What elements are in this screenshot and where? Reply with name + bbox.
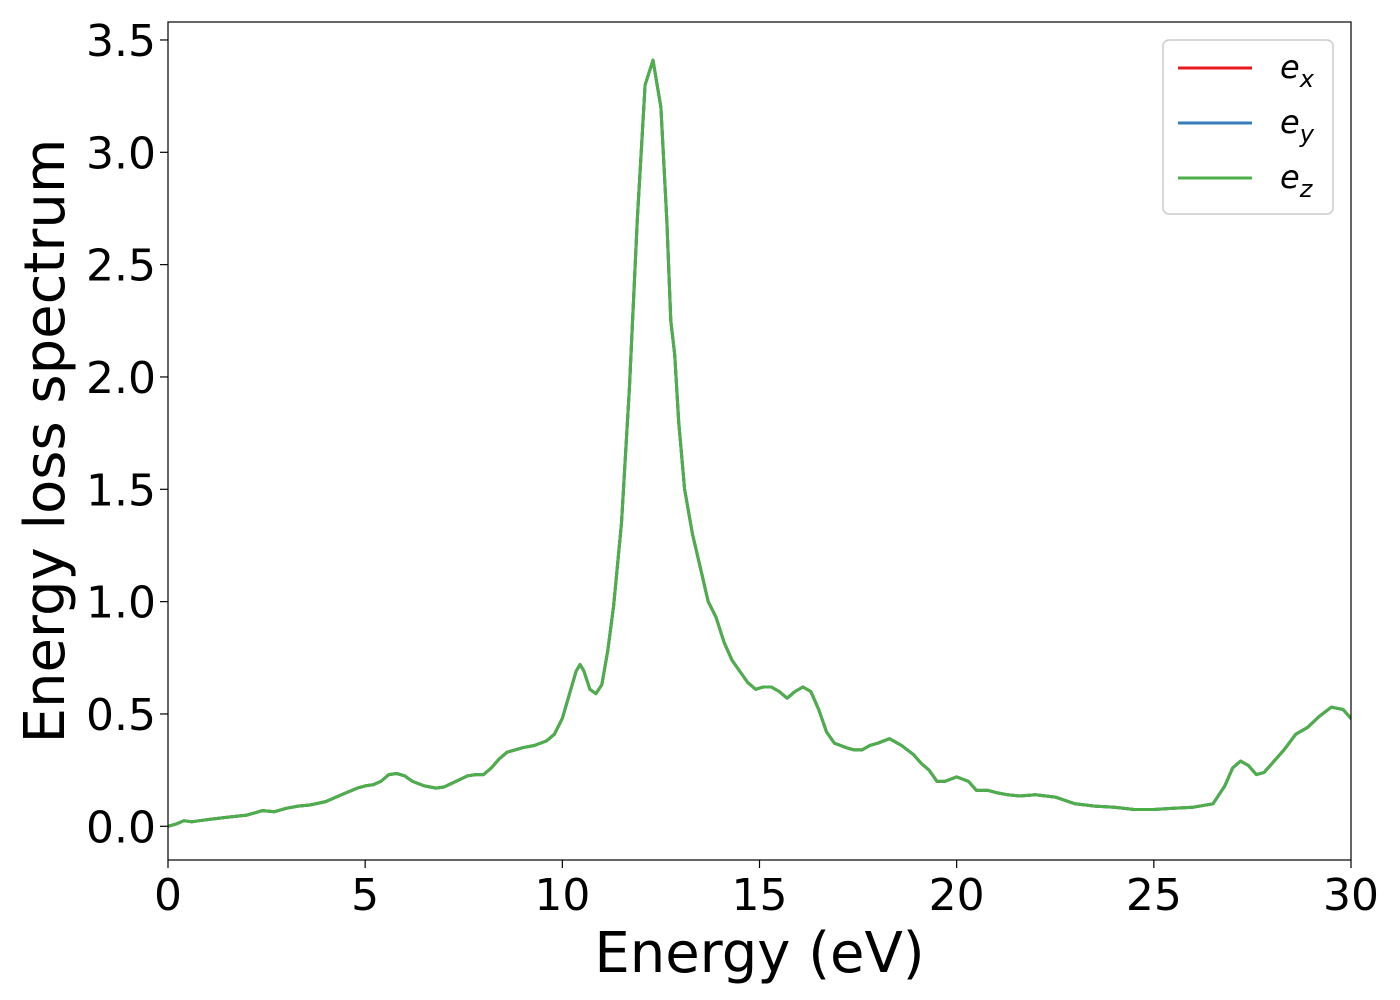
legend-label-base: e	[1280, 48, 1300, 86]
y-tick-label: 2.5	[86, 241, 156, 292]
legend-label: ex	[1280, 48, 1315, 93]
legend-label-base: e	[1280, 103, 1300, 141]
y-tick-label: 0.0	[86, 802, 156, 853]
y-tick-label: 1.0	[86, 578, 156, 629]
y-axis-label: Energy loss spectrum	[13, 139, 78, 744]
legend-box	[1162, 39, 1334, 215]
x-tick-label: 25	[1126, 870, 1182, 921]
y-tick-label: 3.5	[86, 16, 156, 67]
legend-label-subscript: y	[1299, 120, 1315, 148]
legend-label: ey	[1280, 103, 1315, 148]
axes: 0 5 10 15 20 25 30 0.0 0.5 1.0 1.5 2.0 2.5 3.0 3.5	[86, 16, 1379, 921]
y-tick-label: 3.0	[86, 128, 156, 179]
series-line-e-z	[168, 58, 1351, 828]
x-tick-label: 20	[929, 870, 985, 921]
y-tick-label: 2.0	[86, 353, 156, 404]
y-tick-label: 1.5	[86, 465, 156, 516]
legend-label-subscript: x	[1299, 65, 1315, 93]
x-tick-label: 0	[154, 870, 182, 921]
x-tick-label: 10	[534, 870, 590, 921]
legend-label: ez	[1280, 158, 1314, 203]
plot-area	[168, 58, 1351, 828]
x-tick-label: 30	[1323, 870, 1379, 921]
x-tick-label: 15	[732, 870, 788, 921]
legend-label-subscript: z	[1299, 175, 1314, 203]
legend-label-base: e	[1280, 158, 1300, 196]
x-tick-label: 5	[351, 870, 379, 921]
y-tick-label: 0.5	[86, 690, 156, 741]
x-axis-label: Energy (eV)	[594, 921, 924, 986]
